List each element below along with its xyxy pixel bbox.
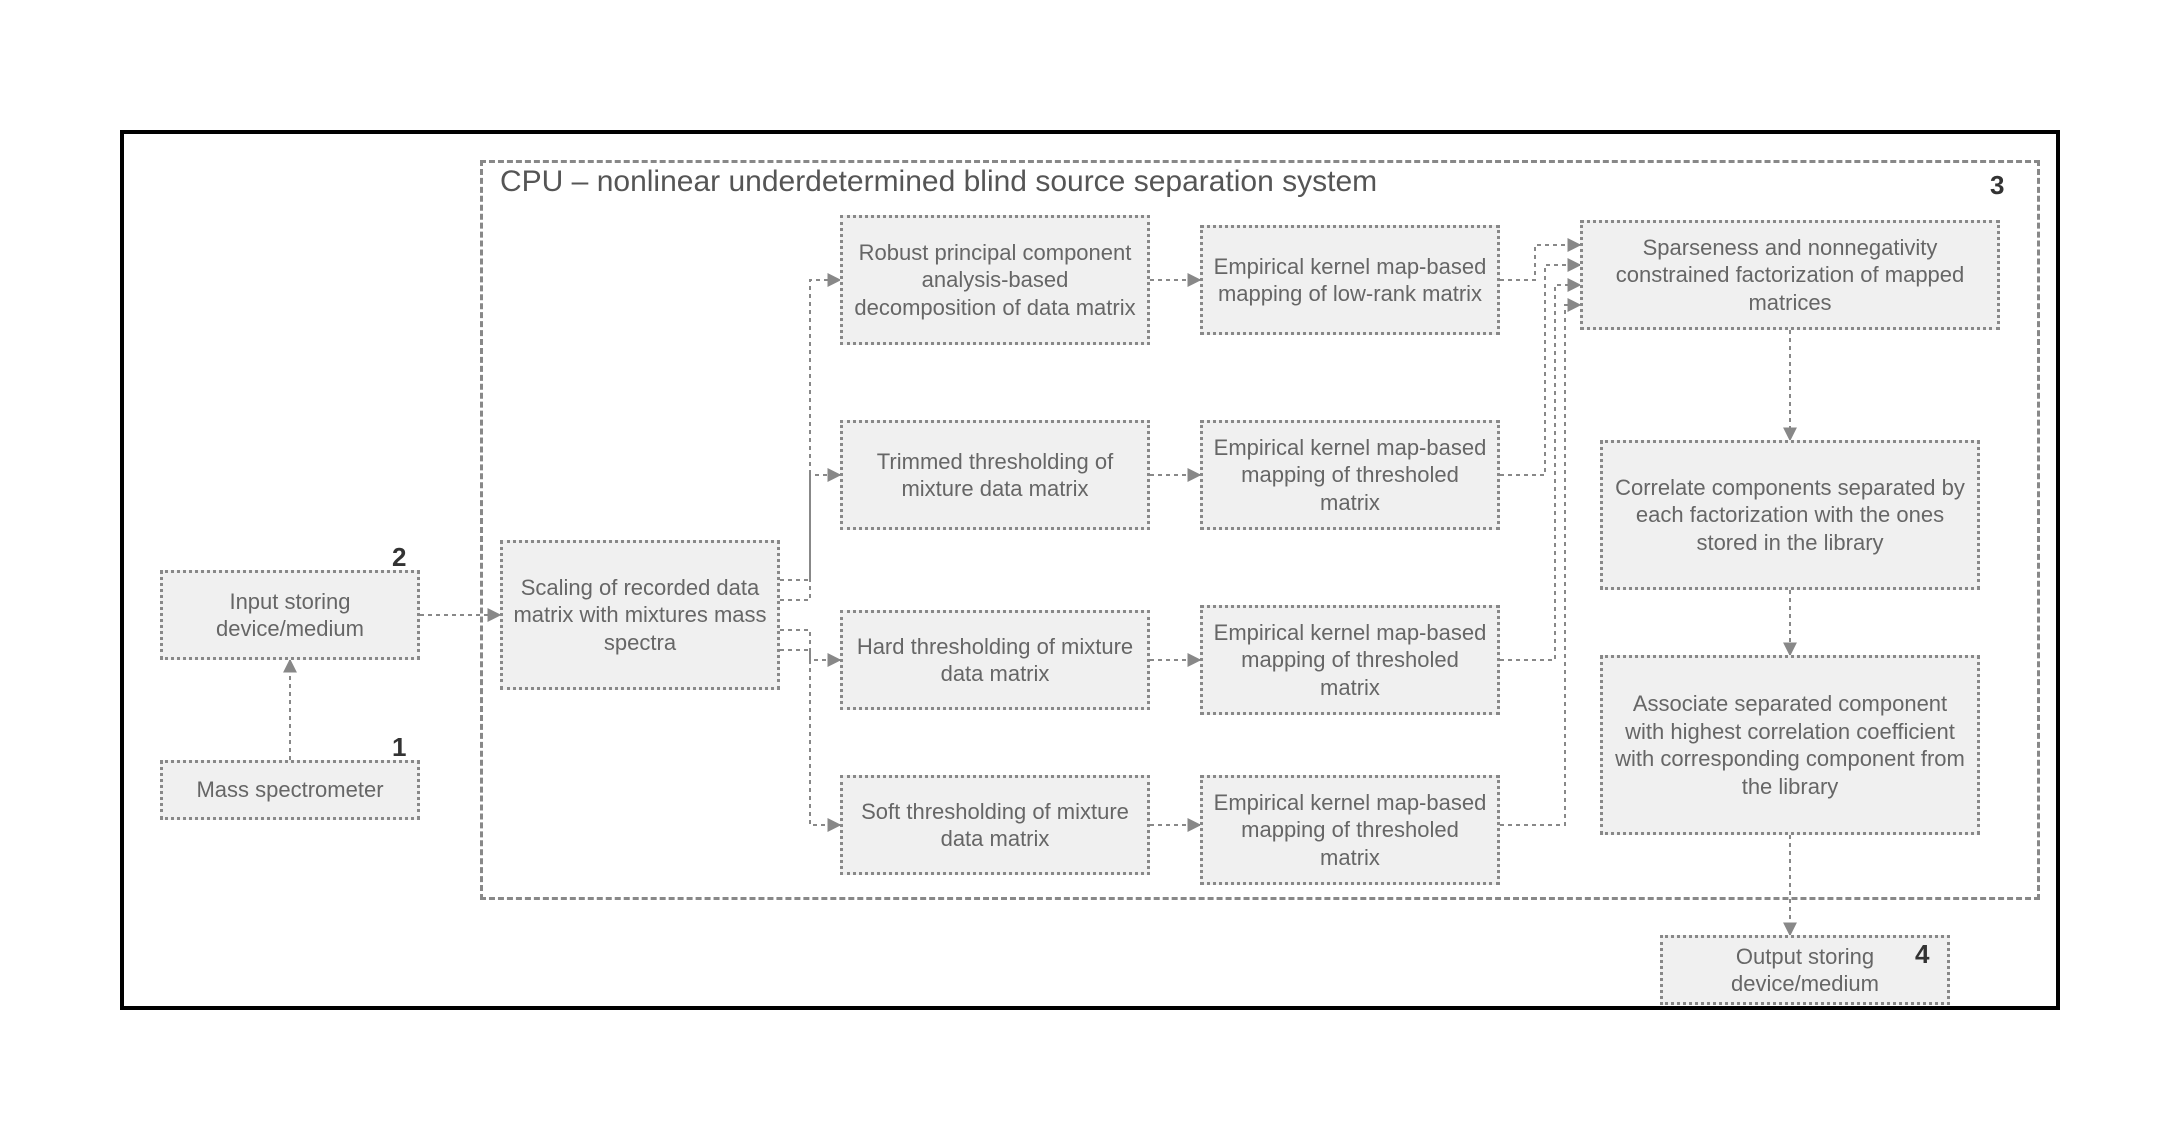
cpu-title: CPU – nonlinear underdetermined blind so… [500,165,1377,199]
node-mass_spec-label: 1 [392,732,406,763]
node-input_store-text: Input storing device/medium [173,588,407,643]
node-trimmed: Trimmed thresholding of mixture data mat… [840,420,1150,530]
node-rpca: Robust principal component analysis-base… [840,215,1150,345]
node-hard: Hard thresholding of mixture data matrix [840,610,1150,710]
node-hard-text: Hard thresholding of mixture data matrix [853,633,1137,688]
node-output_store-text: Output storing device/medium [1673,943,1937,998]
node-scaling-text: Scaling of recorded data matrix with mix… [513,574,767,657]
node-correlate-text: Correlate components separated by each f… [1613,474,1967,557]
node-soft: Soft thresholding of mixture data matrix [840,775,1150,875]
node-soft-text: Soft thresholding of mixture data matrix [853,798,1137,853]
node-ekm3: Empirical kernel map-based mapping of th… [1200,605,1500,715]
node-output_store-label: 4 [1915,939,1929,970]
node-ekm1-text: Empirical kernel map-based mapping of lo… [1213,253,1487,308]
node-ekm2: Empirical kernel map-based mapping of th… [1200,420,1500,530]
node-input_store: Input storing device/medium [160,570,420,660]
node-factorize-text: Sparseness and nonnegativity constrained… [1593,234,1987,317]
node-scaling: Scaling of recorded data matrix with mix… [500,540,780,690]
node-associate: Associate separated component with highe… [1600,655,1980,835]
node-ekm3-text: Empirical kernel map-based mapping of th… [1213,619,1487,702]
node-factorize: Sparseness and nonnegativity constrained… [1580,220,2000,330]
node-mass_spec: Mass spectrometer [160,760,420,820]
node-output_store: Output storing device/medium [1660,935,1950,1005]
node-trimmed-text: Trimmed thresholding of mixture data mat… [853,448,1137,503]
node-ekm4: Empirical kernel map-based mapping of th… [1200,775,1500,885]
node-ekm1: Empirical kernel map-based mapping of lo… [1200,225,1500,335]
node-ekm4-text: Empirical kernel map-based mapping of th… [1213,789,1487,872]
node-correlate: Correlate components separated by each f… [1600,440,1980,590]
node-associate-text: Associate separated component with highe… [1613,690,1967,800]
node-ekm2-text: Empirical kernel map-based mapping of th… [1213,434,1487,517]
node-input_store-label: 2 [392,542,406,573]
node-rpca-text: Robust principal component analysis-base… [853,239,1137,322]
cpu-frame-label: 3 [1990,170,2004,201]
node-mass_spec-text: Mass spectrometer [196,776,383,804]
